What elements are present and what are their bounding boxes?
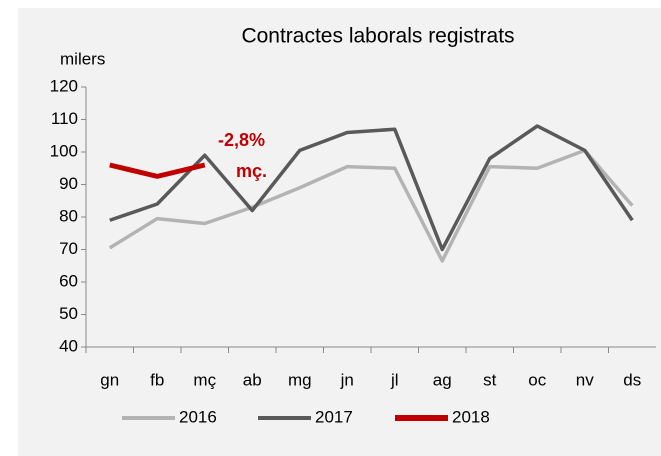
x-tick-label: mç xyxy=(193,370,216,389)
y-tick-label: 80 xyxy=(59,206,78,225)
legend-label: 2016 xyxy=(179,407,217,426)
y-tick-label: 60 xyxy=(59,271,78,290)
x-tick-label: fb xyxy=(150,370,164,389)
x-tick-label: st xyxy=(483,370,497,389)
y-axis-label: milers xyxy=(60,49,105,68)
legend-label: 2018 xyxy=(452,407,490,426)
y-tick-label: 70 xyxy=(59,239,78,258)
y-tick-label: 50 xyxy=(59,304,78,323)
y-tick-label: 40 xyxy=(59,336,78,355)
x-tick-label: ag xyxy=(433,370,452,389)
y-tick-label: 110 xyxy=(51,109,78,128)
x-tick-label: ab xyxy=(243,370,262,389)
series-line xyxy=(108,148,634,263)
chart-title: Contractes laborals registrats xyxy=(241,25,514,48)
legend-label: 2017 xyxy=(315,407,353,426)
series-line xyxy=(109,124,634,252)
x-tick-label: gn xyxy=(100,370,119,389)
x-tick-label: mg xyxy=(288,370,312,389)
x-tick-label: jn xyxy=(340,370,354,389)
annotation: -2,8% xyxy=(218,130,265,150)
annotation: mç. xyxy=(236,161,267,181)
series-line xyxy=(109,162,206,179)
chart-background xyxy=(18,8,661,456)
y-tick-label: 90 xyxy=(59,174,78,193)
y-tick-label: 100 xyxy=(50,141,78,160)
x-tick-label: ds xyxy=(623,370,641,389)
x-tick-label: jl xyxy=(390,370,399,389)
y-tick-label: 120 xyxy=(50,76,78,95)
x-tick-label: oc xyxy=(528,370,546,389)
x-tick-label: nv xyxy=(576,370,594,389)
